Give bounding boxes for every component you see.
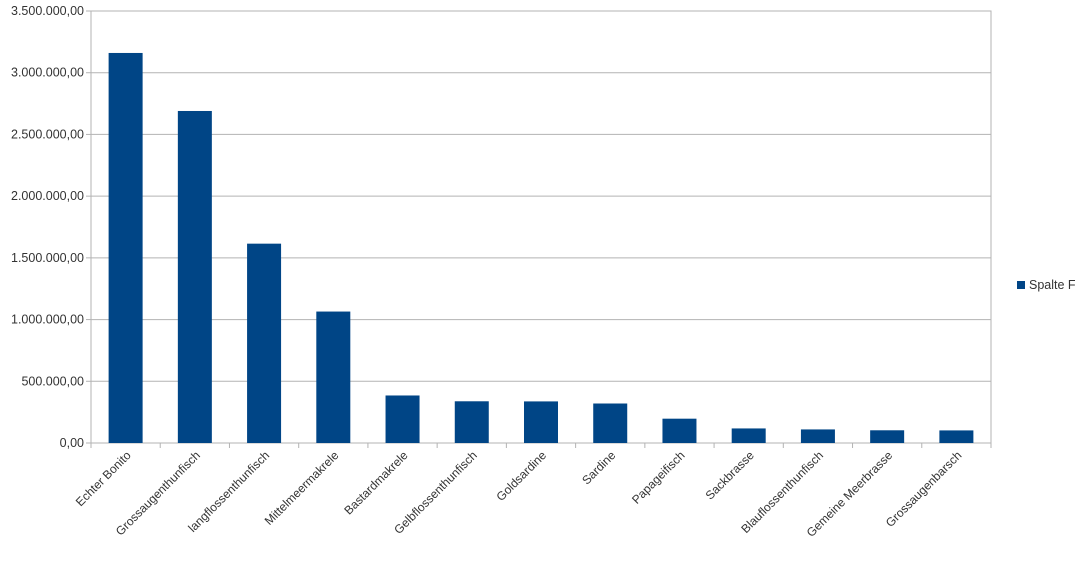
bar: [454, 401, 489, 443]
y-tick-label: 3.500.000,00: [11, 4, 84, 18]
gridlines: [91, 72, 991, 382]
y-tick-label: 1.500.000,00: [11, 251, 84, 265]
y-tick-label: 2.500.000,00: [11, 127, 84, 141]
bar: [800, 429, 835, 443]
bar: [247, 243, 282, 443]
y-tick-label: 500.000,00: [21, 374, 84, 388]
legend-swatch: [1017, 281, 1025, 289]
x-axis-ticks: Echter BonitoGrossaugenthunfischlangflos…: [73, 443, 992, 540]
x-tick-label: Mittelmeermakrele: [262, 448, 342, 528]
bar: [731, 428, 766, 443]
bar: [524, 401, 558, 443]
bar: [870, 430, 905, 443]
bar: [939, 430, 974, 443]
y-axis-ticks: 0,00 500.000,00 1.000.000,00 1.500.000,00 2.…: [11, 4, 91, 450]
x-tick-label: Grossaugenbarsch: [883, 448, 965, 530]
bar: [316, 311, 351, 443]
bars: [108, 52, 974, 444]
y-tick-label: 3.000.000,00: [11, 66, 84, 80]
legend: Spalte F: [1017, 278, 1076, 292]
y-tick-label: 0,00: [60, 436, 84, 450]
y-tick-label: 2.000.000,00: [11, 189, 84, 203]
x-tick-label: Sackbrasse: [703, 448, 757, 502]
bar: [177, 110, 212, 443]
plot-area: [90, 10, 992, 444]
x-tick-label: Sardine: [579, 448, 618, 487]
x-tick-label: Bastardmakrele: [341, 448, 411, 518]
bar: [108, 52, 143, 444]
x-tick-label: Goldsardine: [493, 448, 549, 504]
bar: [593, 403, 628, 443]
y-tick-label: 1.000.000,00: [11, 313, 84, 327]
bar: [385, 395, 420, 443]
legend-label: Spalte F: [1029, 278, 1076, 292]
bar: [662, 418, 697, 443]
x-tick-label: Papageifisch: [629, 448, 687, 506]
x-tick-label: Echter Bonito: [73, 448, 134, 509]
